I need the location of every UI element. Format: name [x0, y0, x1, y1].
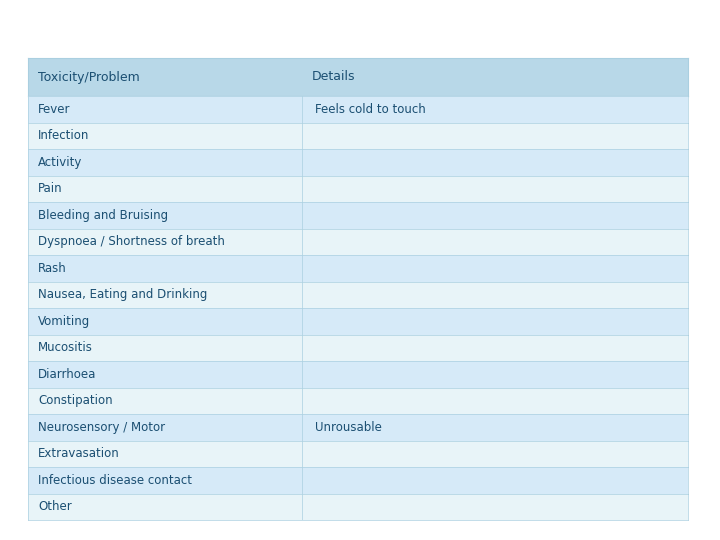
Text: Vomiting: Vomiting: [38, 315, 90, 328]
Text: Unrousable: Unrousable: [315, 421, 382, 434]
Text: Activity: Activity: [38, 156, 82, 168]
Text: Feels cold to touch: Feels cold to touch: [315, 103, 426, 116]
Text: Nausea, Eating and Drinking: Nausea, Eating and Drinking: [38, 288, 207, 301]
Text: Infection: Infection: [38, 129, 89, 142]
Text: Constipation: Constipation: [38, 394, 112, 407]
Text: Fever: Fever: [38, 103, 71, 116]
Text: Diarrhoea: Diarrhoea: [38, 368, 96, 381]
Text: Mucositis: Mucositis: [38, 341, 93, 354]
Text: Rash: Rash: [38, 262, 67, 275]
Text: Scenario 6 – Assessment: Scenario 6 – Assessment: [41, 35, 290, 53]
Text: Pain: Pain: [38, 183, 63, 195]
Text: Bleeding and Bruising: Bleeding and Bruising: [38, 209, 168, 222]
Text: Dyspnoea / Shortness of breath: Dyspnoea / Shortness of breath: [38, 235, 225, 248]
Text: Details: Details: [312, 71, 355, 84]
Text: Extravasation: Extravasation: [38, 447, 120, 460]
Text: Other: Other: [38, 500, 72, 513]
Text: Infectious disease contact: Infectious disease contact: [38, 474, 192, 487]
Text: Toxicity/Problem: Toxicity/Problem: [38, 71, 140, 84]
Text: Neurosensory / Motor: Neurosensory / Motor: [38, 421, 165, 434]
